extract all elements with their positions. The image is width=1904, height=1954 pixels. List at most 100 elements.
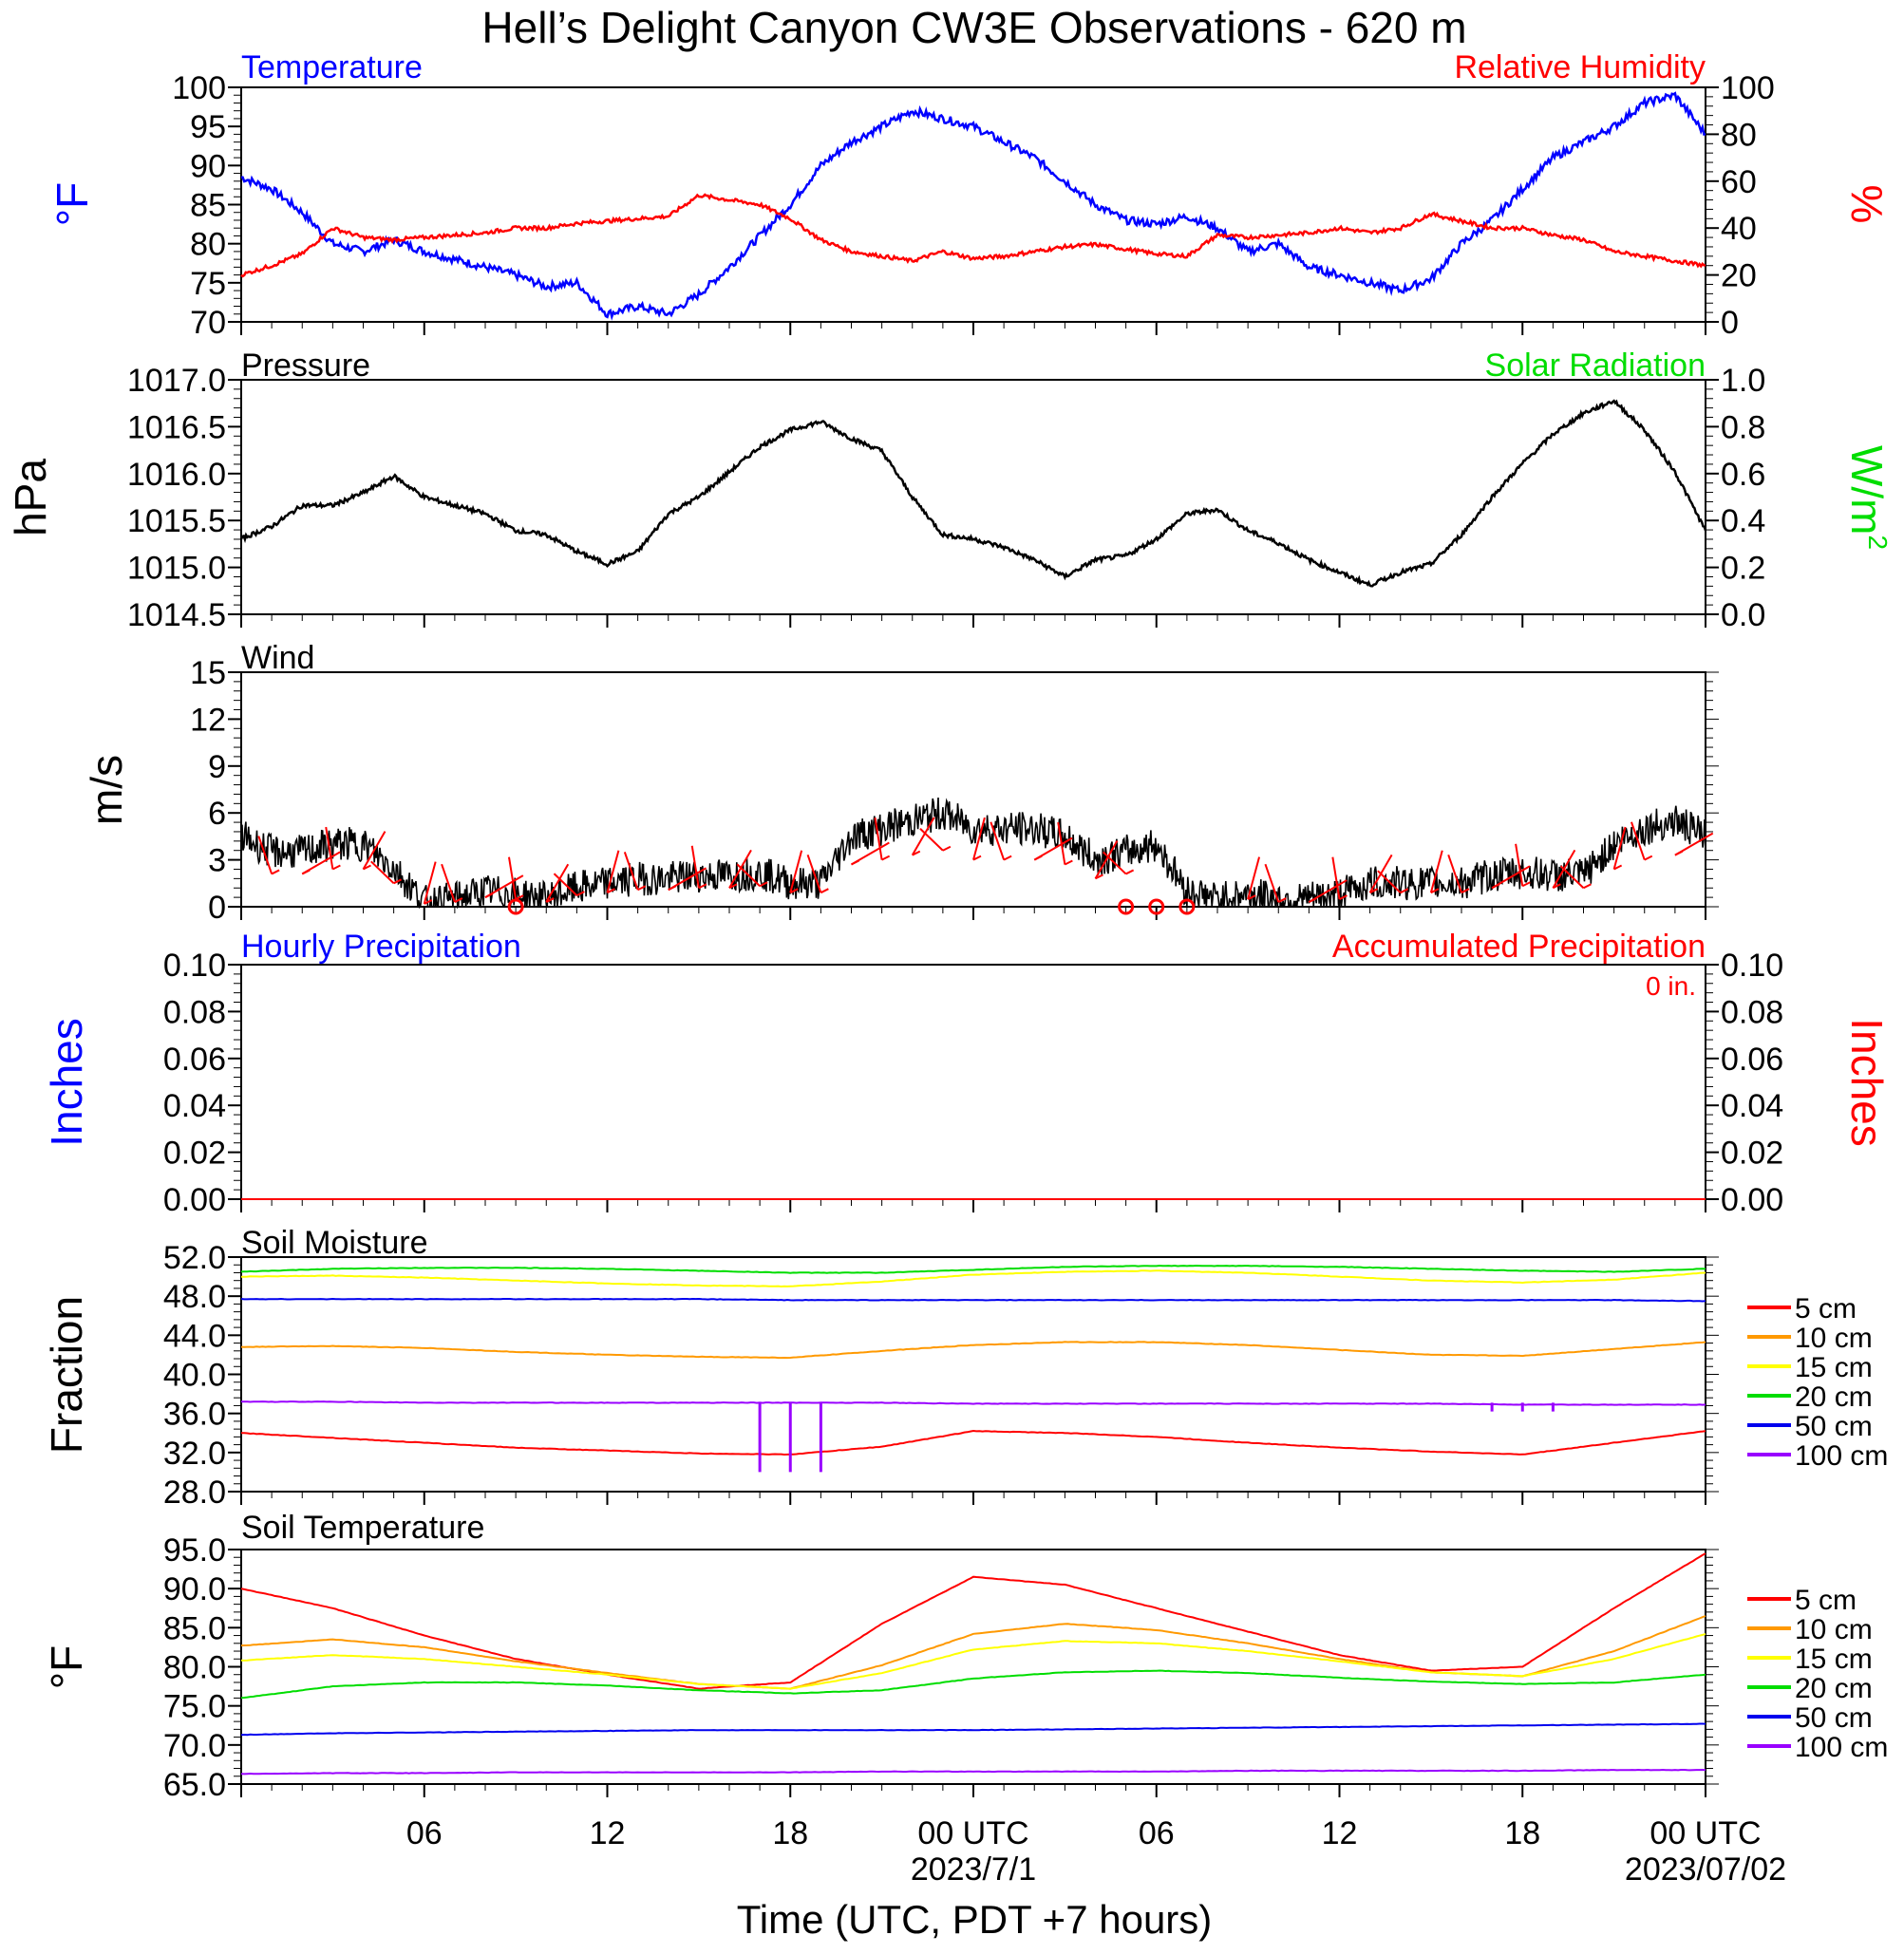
wind-barb-flag bbox=[301, 869, 311, 875]
rh-ylabel: % bbox=[1842, 185, 1892, 224]
soil_moisture-ytick-label: 52.0 bbox=[163, 1240, 226, 1276]
soil_temp-ytick-label: 95.0 bbox=[163, 1532, 226, 1569]
legend-label: 10 cm bbox=[1795, 1323, 1873, 1354]
wind-barb bbox=[972, 817, 986, 860]
precip-ytick-right-label: 0.04 bbox=[1721, 1088, 1783, 1124]
wind-title: Wind bbox=[241, 640, 314, 676]
accum-precip-title: Accumulated Precipitation bbox=[1332, 929, 1706, 965]
panel-precip: Hourly Precipitation Accumulated Precipi… bbox=[42, 929, 1892, 1218]
soil_moisture-ytick-label: 40.0 bbox=[163, 1358, 226, 1394]
wind-barb bbox=[736, 863, 761, 887]
panel-soil-temp: Soil Temperature °F 95.090.085.0 80.075.0… bbox=[42, 1510, 1888, 1803]
legend-label: 15 cm bbox=[1795, 1352, 1873, 1383]
wind-barb-flag bbox=[1461, 888, 1470, 894]
pressure-ytick-right-label: 0.6 bbox=[1721, 457, 1765, 493]
x-tick-label: 00 UTC bbox=[917, 1815, 1028, 1851]
pressure-ytick-label: 1015.0 bbox=[127, 551, 226, 587]
soil-moisture-title: Soil Moisture bbox=[241, 1225, 428, 1261]
wind-yticks: 15 12 9 6 3 0 bbox=[190, 655, 1719, 926]
legend-label: 20 cm bbox=[1795, 1381, 1873, 1413]
temp_rh-ytick-right-label: 80 bbox=[1721, 117, 1757, 153]
precip-ytick-right-label: 0.10 bbox=[1721, 948, 1783, 984]
wind-barb-flag bbox=[668, 885, 677, 892]
soil_moisture-ytick-label: 44.0 bbox=[163, 1318, 226, 1354]
calm-wind-marker bbox=[507, 898, 524, 915]
wind-barb bbox=[1631, 821, 1646, 860]
wind-barb bbox=[1057, 821, 1066, 865]
panel-wind-frame bbox=[240, 671, 1706, 908]
wind-barb bbox=[1247, 856, 1260, 900]
wind-barb bbox=[1377, 870, 1402, 893]
wind-barb-flag bbox=[1247, 894, 1256, 900]
wind-barb-flag bbox=[789, 888, 799, 894]
x-date-label: 2023/7/1 bbox=[911, 1851, 1036, 1888]
pressure-series bbox=[239, 399, 1707, 588]
precip-ytick-right-label: 0.02 bbox=[1721, 1136, 1783, 1172]
wind-barb-flag bbox=[1339, 894, 1348, 900]
accum-precip-total: 0 in. bbox=[1646, 971, 1696, 1001]
temp_rh-ytick-right-label: 0 bbox=[1721, 305, 1739, 341]
wind-barb-flag bbox=[1613, 864, 1623, 871]
wind-barb bbox=[545, 863, 570, 903]
calm-wind-marker bbox=[1148, 898, 1165, 915]
wind-barb bbox=[623, 852, 639, 891]
figure-title: Hell’s Delight Canyon CW3E Observations … bbox=[481, 3, 1466, 52]
legend-label: 10 cm bbox=[1795, 1614, 1873, 1645]
wind-barb-flag bbox=[1400, 888, 1409, 894]
wind-barb bbox=[990, 821, 1006, 860]
legend-label: 20 cm bbox=[1795, 1673, 1873, 1704]
precip-ytick-label: 0.04 bbox=[163, 1088, 226, 1124]
x-date-label: 2023/07/02 bbox=[1625, 1851, 1786, 1888]
calm-wind-marker bbox=[1178, 898, 1196, 915]
soil-line-15cm bbox=[240, 1632, 1706, 1690]
soil_moisture-ytick-label: 36.0 bbox=[163, 1397, 226, 1433]
wind-series bbox=[240, 797, 1714, 915]
temperature-line bbox=[241, 91, 1706, 321]
wind-barb bbox=[728, 849, 752, 889]
wind-ytick-label: 0 bbox=[208, 890, 226, 926]
wind-barb bbox=[370, 860, 395, 885]
temp_rh-ytick-label: 95 bbox=[190, 109, 226, 145]
pressure-ytick-right-label: 0.0 bbox=[1721, 597, 1765, 633]
wind-barb-flag bbox=[484, 892, 494, 899]
legend-label: 5 cm bbox=[1795, 1293, 1857, 1325]
pressure-ytick-label: 1016.0 bbox=[127, 457, 226, 493]
x-tick-label: 00 UTC bbox=[1650, 1815, 1761, 1851]
soil-temp-ylabel: °F bbox=[42, 1645, 91, 1690]
soil-line-20cm bbox=[240, 1264, 1706, 1274]
solar-title: Solar Radiation bbox=[1485, 348, 1706, 384]
soil-temp-yticks: 95.090.085.0 80.075.070.065.0 bbox=[163, 1532, 1719, 1803]
pressure-ytick-right-label: 1.0 bbox=[1721, 363, 1765, 399]
temp_rh-ytick-label: 70 bbox=[190, 305, 226, 341]
wind-barb bbox=[1429, 850, 1443, 893]
soil-temp-title: Soil Temperature bbox=[241, 1510, 484, 1546]
legend-label: 50 cm bbox=[1795, 1411, 1873, 1442]
wind-barb bbox=[423, 861, 437, 905]
soil-line-20cm bbox=[240, 1669, 1706, 1700]
x-tick-label: 06 bbox=[1139, 1815, 1175, 1851]
pressure-ylabel: hPa bbox=[6, 459, 55, 536]
rh-yticks: 100 80 60 40 20 0 bbox=[1706, 70, 1775, 341]
wind-ytick-label: 3 bbox=[208, 843, 226, 879]
x-axis-title: Time (UTC, PDT +7 hours) bbox=[737, 1897, 1213, 1942]
precip-ytick-label: 0.10 bbox=[163, 948, 226, 984]
soil-line-15cm bbox=[240, 1269, 1706, 1288]
wind-barb-flag bbox=[759, 881, 768, 888]
soil-line-50cm bbox=[240, 1297, 1706, 1303]
wind-barb-flag bbox=[1583, 883, 1592, 890]
temp_rh-ytick-right-label: 100 bbox=[1721, 70, 1775, 106]
wind-barb bbox=[1331, 856, 1341, 900]
soil_temp-ytick-label: 85.0 bbox=[163, 1610, 226, 1646]
wind-barb-flag bbox=[1644, 855, 1653, 861]
x-tick-label: 12 bbox=[590, 1815, 626, 1851]
solar-ylabel-unit: W/m bbox=[1842, 445, 1892, 535]
wind-barb-flag bbox=[1033, 855, 1043, 861]
precip-ylabel-left: Inches bbox=[42, 1018, 91, 1147]
wind-barb bbox=[1559, 865, 1585, 889]
hourly-precip-title: Hourly Precipitation bbox=[241, 929, 521, 965]
wind-barb bbox=[1264, 863, 1280, 903]
precip-ytick-right-label: 0.00 bbox=[1721, 1182, 1783, 1218]
